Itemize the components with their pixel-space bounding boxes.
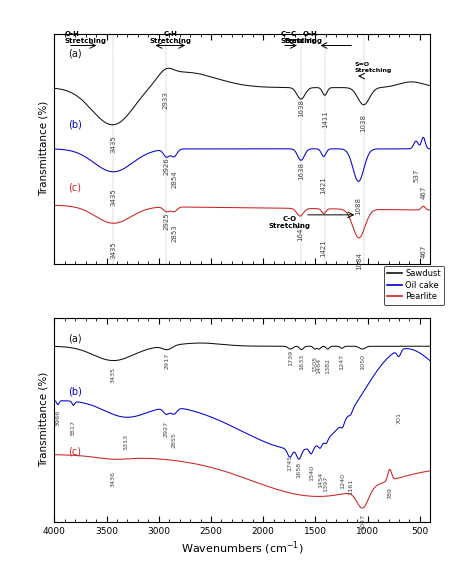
Text: 2927: 2927 [164,421,169,437]
Text: 1050: 1050 [360,353,365,370]
X-axis label: Wavenumbers (cm$^{-1}$): Wavenumbers (cm$^{-1}$) [181,540,304,557]
Text: O-H
Bending: O-H Bending [285,31,318,44]
Text: 1047: 1047 [360,514,365,530]
Text: (c): (c) [68,183,81,193]
Text: C=C
Stretching: C=C Stretching [280,31,323,44]
Text: (b): (b) [68,120,82,130]
Text: 3817: 3817 [71,420,76,437]
Text: O-H
Stretching: O-H Stretching [65,31,107,44]
Text: 467: 467 [420,244,426,258]
Text: S=O
Stretching: S=O Stretching [354,62,391,73]
Text: 1382: 1382 [325,358,330,374]
Text: 2917: 2917 [165,353,170,369]
Text: 1739: 1739 [288,349,293,366]
Text: 1464: 1464 [317,358,322,374]
Text: 1638: 1638 [298,162,304,180]
Text: 537: 537 [413,169,419,183]
Text: 2925: 2925 [164,212,169,230]
Text: 1397: 1397 [324,476,329,493]
Text: 789: 789 [387,486,392,498]
Text: 1638: 1638 [298,99,304,117]
Text: 3435: 3435 [111,242,116,259]
Text: 1647: 1647 [297,223,303,242]
Text: 1633: 1633 [299,353,304,370]
Text: 1454: 1454 [318,471,323,488]
Text: 1247: 1247 [339,353,344,370]
Text: 1084: 1084 [356,252,362,270]
Text: C-H
Stretching: C-H Stretching [149,31,191,44]
Text: 1421: 1421 [321,240,327,257]
Text: 1421: 1421 [321,176,327,194]
Text: 3435: 3435 [111,367,116,383]
Text: 1411: 1411 [322,111,328,129]
Text: 3435: 3435 [111,188,116,206]
Text: 1540: 1540 [309,465,314,481]
Text: 3313: 3313 [124,434,129,450]
Text: 2853: 2853 [171,225,177,242]
Text: 2926: 2926 [164,158,169,175]
Text: 1745: 1745 [287,455,292,471]
Text: 3436: 3436 [111,471,116,486]
Text: 467: 467 [420,185,426,198]
Text: 1240: 1240 [340,473,345,489]
Y-axis label: Transmittance (%): Transmittance (%) [39,372,49,467]
Text: 3966: 3966 [55,410,60,426]
Y-axis label: Transmittance (%): Transmittance (%) [39,101,49,196]
Text: 2854: 2854 [171,170,177,188]
Text: C-O
Stretching: C-O Stretching [268,216,310,229]
Text: 1038: 1038 [361,115,367,132]
Text: (a): (a) [68,49,82,59]
Text: (c): (c) [68,447,81,456]
Legend: Sawdust, Oil cake, Pearlite: Sawdust, Oil cake, Pearlite [384,266,444,304]
Text: 3435: 3435 [111,136,116,153]
Text: 701: 701 [396,412,401,424]
Text: 1088: 1088 [356,197,361,215]
Text: 1658: 1658 [296,462,301,478]
Text: 2855: 2855 [171,432,177,448]
Text: (a): (a) [68,333,82,344]
Text: 1161: 1161 [348,479,353,495]
Text: 2933: 2933 [163,91,169,109]
Text: (b): (b) [68,386,82,396]
Text: 1505: 1505 [313,356,318,372]
